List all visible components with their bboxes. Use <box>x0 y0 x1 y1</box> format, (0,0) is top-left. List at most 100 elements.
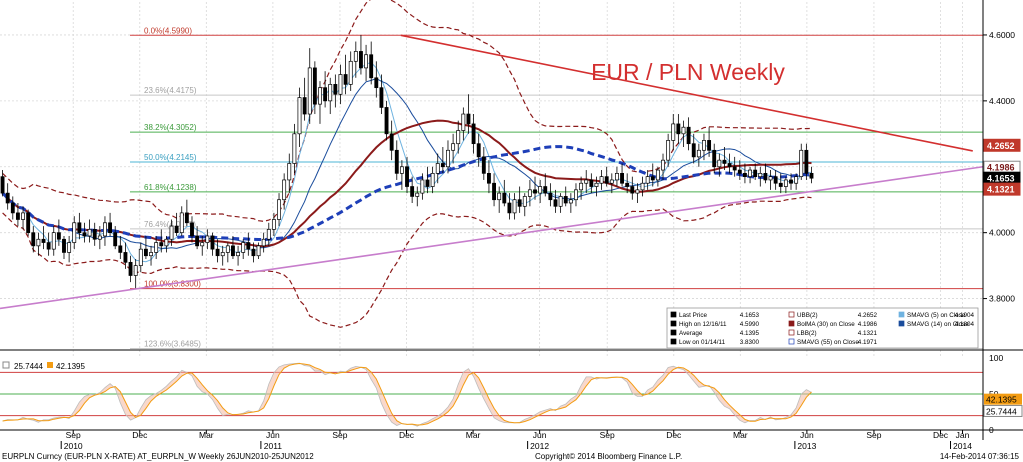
candle <box>614 166 619 187</box>
candle <box>92 222 97 246</box>
candle-body <box>359 51 363 69</box>
candle-body <box>650 176 655 181</box>
candle-body <box>241 242 246 253</box>
candle-body <box>31 232 36 247</box>
candle-body <box>635 189 640 194</box>
candle-body <box>307 67 312 115</box>
candle <box>620 163 624 187</box>
fib-level-label: 50.0%(4.2145) <box>144 153 197 162</box>
x-tick-label: Sep <box>866 430 881 440</box>
candle-body <box>456 130 461 145</box>
candle <box>287 153 292 194</box>
candle <box>492 173 496 207</box>
candle <box>599 170 604 190</box>
candle <box>446 140 450 174</box>
candle <box>179 206 184 236</box>
candle-body <box>277 199 281 220</box>
chart-title: EUR / PLN Weekly <box>591 59 785 85</box>
candle-body <box>538 186 543 194</box>
candle-body <box>333 84 338 95</box>
axes: 4.60004.40004.20004.00003.8000SepDecMarJ… <box>0 0 1023 451</box>
x-tick-label: Jun <box>266 430 280 440</box>
candle <box>635 183 640 204</box>
candle-body <box>133 265 138 276</box>
candle <box>353 41 358 78</box>
candle-body <box>415 192 420 197</box>
candle <box>200 235 205 256</box>
candle-body <box>599 176 604 184</box>
candle <box>589 173 594 194</box>
fib-level-label: 61.8%(4.1238) <box>144 183 197 192</box>
candle <box>394 140 399 180</box>
candle-body <box>220 252 225 257</box>
candle <box>415 186 420 207</box>
legend-value: 4.5990 <box>740 321 760 328</box>
candle <box>584 170 589 194</box>
legend-label: SMAVG (55) on Close <box>797 339 859 346</box>
candle <box>338 64 343 105</box>
candle <box>742 163 747 184</box>
legend-marker-smavg5 <box>898 311 905 318</box>
candle <box>594 176 599 197</box>
candle <box>563 186 568 207</box>
candle <box>56 219 61 246</box>
candle-body <box>594 182 599 187</box>
candle-body <box>471 123 476 145</box>
candle <box>271 212 276 236</box>
candle-body <box>732 166 737 171</box>
candle-body <box>113 232 118 247</box>
legend-value: 3.8300 <box>740 339 760 346</box>
legend-value: 4.1971 <box>858 339 878 346</box>
fib-level-label: 123.6%(3.6485) <box>144 339 201 348</box>
candle <box>783 176 788 194</box>
candle <box>712 143 717 174</box>
candle-body <box>686 126 691 145</box>
price-badge-text: 4.1986 <box>987 163 1015 173</box>
candle-body <box>778 182 783 187</box>
x-year-label: 2013 <box>797 441 816 451</box>
y-tick-label: 4.4000 <box>989 96 1015 106</box>
candle <box>533 176 537 200</box>
candle <box>671 114 676 151</box>
candle <box>205 229 210 250</box>
candle-body <box>343 74 348 85</box>
candle-body <box>625 182 630 187</box>
candle-body <box>26 212 31 234</box>
candle-body <box>748 169 752 177</box>
legend-marker-low <box>670 338 677 345</box>
legend: Last Price 4.1653 UBB(2) 4.2652 SMAVG (5) on… <box>666 307 979 349</box>
candle-body <box>579 182 584 191</box>
candle-body <box>56 232 61 240</box>
candle <box>451 133 456 164</box>
candle <box>753 163 758 180</box>
price-badge <box>983 138 1021 152</box>
candle-body <box>36 238 41 247</box>
x-tick-label: Mar <box>466 430 481 440</box>
osc-legend-value-1: 25.7444 <box>14 362 43 371</box>
candle <box>149 245 153 266</box>
candle-body <box>543 186 548 194</box>
candle <box>487 160 491 194</box>
candle-body <box>0 176 5 194</box>
candle <box>103 216 107 246</box>
candle <box>277 193 281 227</box>
legend-label: Last Price <box>679 312 707 319</box>
candle <box>128 255 133 283</box>
candle <box>384 100 389 141</box>
osc-badge-text-2: 42.1395 <box>986 395 1017 405</box>
candle-body <box>461 113 466 131</box>
candle <box>456 120 461 154</box>
candle <box>246 232 251 256</box>
candle-body <box>87 229 92 237</box>
candle-body <box>466 113 471 125</box>
candle <box>794 173 799 190</box>
osc-badge-text-1: 25.7444 <box>986 406 1017 416</box>
legend-marker-last-price <box>670 311 677 318</box>
candle <box>763 163 768 184</box>
candle <box>773 170 778 190</box>
candle-body <box>92 229 97 240</box>
footer-right: 14-Feb-2014 07:36:15 <box>940 452 1020 461</box>
osc-legend-value-2: 42.1395 <box>56 362 85 371</box>
candle-body <box>108 222 113 234</box>
